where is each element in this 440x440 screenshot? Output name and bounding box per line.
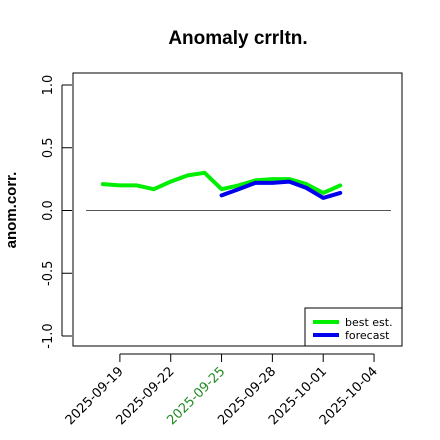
plot-area-frame [72,72,403,347]
chart-title: Anomaly crrltn. [168,28,307,49]
y-tick-label: 1.0 [41,75,56,96]
legend: best est. forecast [304,307,403,347]
y-tick-label: 0.5 [41,137,56,158]
y-tick-label: -0.5 [41,261,56,286]
series-layer [100,170,343,200]
y-tick-label: 0.0 [41,200,56,221]
y-axis: -1.0 -0.5 0.0 0.5 1.0 [41,75,72,349]
y-tick-label: -1.0 [41,323,56,348]
series-line-forecast [219,179,343,200]
series-line-best-est [100,170,343,195]
y-axis-label: anom.corr. [3,172,20,249]
legend-box [304,307,403,347]
x-axis: 2025-09-192025-09-222025-09-252025-09-28… [63,353,381,428]
legend-label-best-est: best est. [345,316,393,329]
legend-label-forecast: forecast [345,329,390,342]
